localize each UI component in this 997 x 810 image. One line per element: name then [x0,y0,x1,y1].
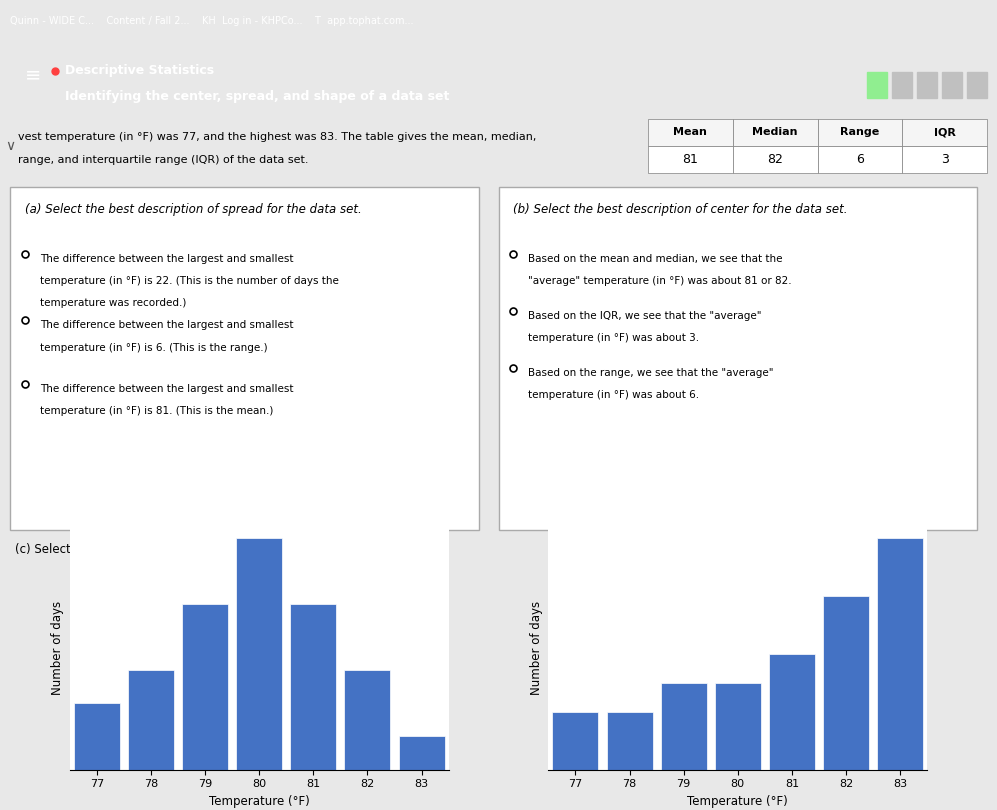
Y-axis label: Number of days: Number of days [529,601,542,695]
Bar [715,683,761,769]
Text: ≡: ≡ [25,66,41,85]
Text: is: is [309,571,318,584]
Bar [892,72,912,98]
Text: temperature (in °F) is 81. (This is the mean.): temperature (in °F) is 81. (This is the … [40,407,273,416]
Text: Quinn - WIDE C...    Content / Fall 2...    KH  Log in - KHPCo...    T  app.toph: Quinn - WIDE C... Content / Fall 2... KH… [10,16,414,26]
Bar [74,703,120,770]
FancyBboxPatch shape [648,118,733,146]
Bar [290,604,336,770]
Text: Mean: Mean [674,127,707,137]
Text: Graph 2 (The data set is: Graph 2 (The data set is [568,571,716,584]
Text: Based on the mean and median, we see that the: Based on the mean and median, we see tha… [528,254,783,263]
Bar [877,538,923,770]
Bar [236,538,282,770]
Text: ∨: ∨ [5,139,15,153]
Text: "average" temperature (in °F) was about 81 or 82.: "average" temperature (in °F) was about … [528,276,792,286]
FancyBboxPatch shape [818,118,902,146]
Text: The difference between the largest and smallest: The difference between the largest and s… [40,254,293,263]
Bar [942,72,962,98]
Bar [824,596,869,770]
Text: temperature (in °F) was about 6.: temperature (in °F) was about 6. [528,390,700,400]
Bar [661,683,707,769]
Bar [128,671,173,770]
Text: Graph 1 (The data set: Graph 1 (The data set [105,571,239,584]
Text: Identifying the center, spread, and shape of a data set: Identifying the center, spread, and shap… [65,90,450,103]
FancyBboxPatch shape [498,187,977,531]
X-axis label: Temperature (°F): Temperature (°F) [687,795,789,808]
FancyBboxPatch shape [902,118,987,146]
Text: 81: 81 [683,153,698,166]
Y-axis label: Number of days: Number of days [51,601,64,695]
Text: range, and interquartile range (IQR) of the data set.: range, and interquartile range (IQR) of … [18,155,308,165]
Bar [769,654,815,770]
Bar [606,712,652,770]
Bar [399,736,445,770]
Text: 6: 6 [856,153,863,166]
Text: temperature (in °F) was about 3.: temperature (in °F) was about 3. [528,333,700,343]
Bar [967,72,987,98]
Text: symmetric.): symmetric.) [329,571,404,584]
FancyBboxPatch shape [733,146,818,173]
Text: The difference between the largest and smallest: The difference between the largest and s… [40,321,293,330]
Text: temperature (in °F) is 6. (This is the range.): temperature (in °F) is 6. (This is the r… [40,343,267,352]
Text: temperature was recorded.): temperature was recorded.) [40,298,186,308]
Text: The difference between the largest and smallest: The difference between the largest and s… [40,384,293,394]
Bar [182,604,228,770]
Text: symmetric.): symmetric.) [798,571,872,584]
Bar [552,712,598,770]
Text: not: not [771,571,790,584]
Text: IQR: IQR [934,127,955,137]
X-axis label: Temperature (°F): Temperature (°F) [208,795,310,808]
Bar [917,72,937,98]
Text: Based on the IQR, we see that the "average": Based on the IQR, we see that the "avera… [528,311,762,321]
Text: 3: 3 [941,153,948,166]
Text: Descriptive Statistics: Descriptive Statistics [65,64,214,77]
Text: Based on the range, we see that the "average": Based on the range, we see that the "ave… [528,368,774,378]
Text: (c) Select the graph with the shape that best fits the summary values.: (c) Select the graph with the shape that… [15,543,433,556]
FancyBboxPatch shape [902,146,987,173]
Bar [344,671,391,770]
Text: Median: Median [753,127,798,137]
Text: temperature (in °F) is 22. (This is the number of days the: temperature (in °F) is 22. (This is the … [40,276,339,286]
FancyBboxPatch shape [733,118,818,146]
Text: (a) Select the best description of spread for the data set.: (a) Select the best description of sprea… [25,202,362,215]
FancyBboxPatch shape [648,146,733,173]
FancyBboxPatch shape [10,187,479,531]
FancyBboxPatch shape [818,146,902,173]
Text: Range: Range [840,127,879,137]
Text: (b) Select the best description of center for the data set.: (b) Select the best description of cente… [513,202,848,215]
Bar [867,72,887,98]
Text: vest temperature (in °F) was 77, and the highest was 83. The table gives the mea: vest temperature (in °F) was 77, and the… [18,132,536,143]
Text: 82: 82 [768,153,783,166]
